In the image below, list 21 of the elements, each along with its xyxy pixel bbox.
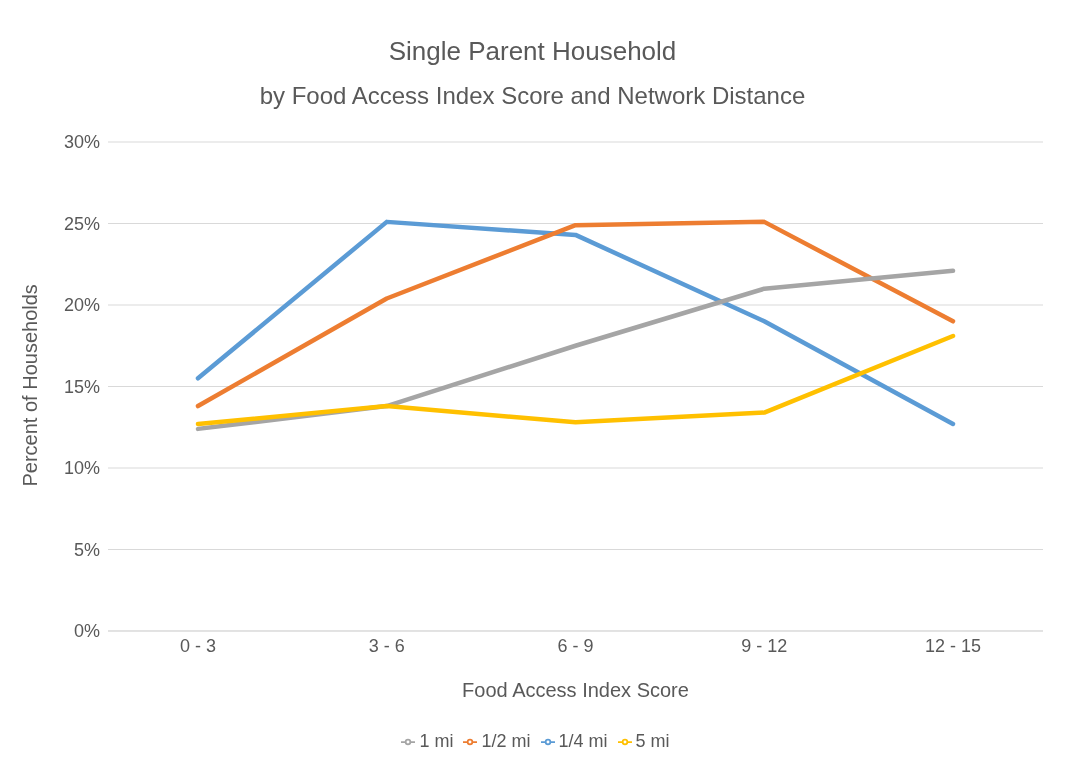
y-tick-label: 0% — [73, 621, 100, 642]
y-tick-label: 15% — [63, 376, 100, 397]
x-tick-label: 6 - 9 — [557, 635, 594, 656]
x-axis-title: Food Access Index Score — [462, 679, 689, 701]
legend-label: 1/4 mi — [558, 731, 608, 751]
chart-title: Single Parent Household — [387, 36, 678, 67]
chart-subtitle: by Food Access Index Score and Network Distance — [258, 82, 807, 110]
y-tick-label: 30% — [63, 132, 100, 153]
legend-label: 1 mi — [419, 731, 454, 751]
legend-label: 1/2 mi — [481, 731, 531, 751]
y-tick-label: 5% — [73, 539, 100, 560]
y-tick-label: 20% — [63, 295, 100, 316]
y-axis-title: Percent of Households — [19, 284, 42, 487]
x-tick-label: 3 - 6 — [368, 635, 405, 656]
x-tick-label: 0 - 3 — [179, 635, 217, 656]
y-tick-label: 10% — [63, 458, 100, 479]
legend-label: 5 mi — [635, 731, 670, 751]
line-series — [195, 333, 956, 427]
x-tick-label: 12 - 15 — [924, 635, 982, 656]
y-tick-label: 25% — [63, 213, 100, 234]
x-tick-label: 9 - 12 — [741, 635, 788, 656]
